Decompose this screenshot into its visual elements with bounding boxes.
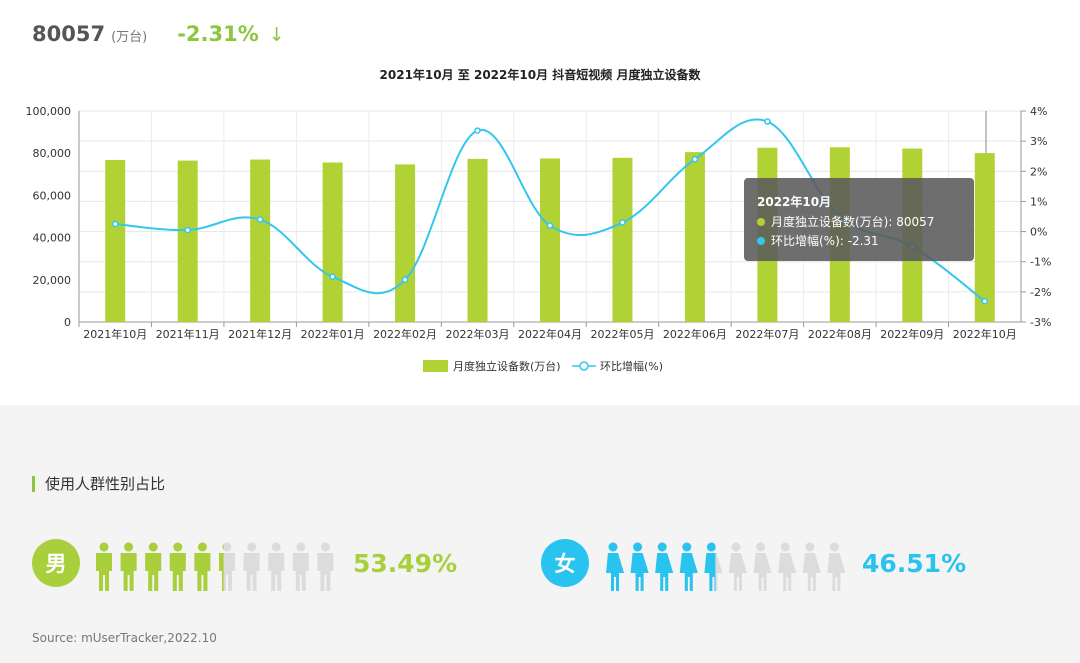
female-figures	[606, 542, 846, 591]
growth-point-2022年04月	[546, 222, 554, 229]
headline-unit: (万台)	[111, 30, 148, 45]
legend-line-marker	[579, 361, 589, 371]
growth-point-2022年06月	[691, 155, 699, 163]
tooltip-devices-text: 月度独立设备数(万台): 80057	[771, 215, 935, 229]
chart-section: 80057 (万台) -2.31% ↓ 2021年10月 至 2022年10月 …	[25, 22, 1052, 373]
person-icon-gray	[292, 542, 309, 591]
bar-2022年03月	[467, 158, 488, 322]
y-left-tick-label: 20,000	[33, 274, 72, 287]
bar-2022年10月	[974, 153, 995, 322]
tooltip-title: 2022年10月	[757, 195, 832, 209]
bar-2022年04月	[540, 158, 560, 322]
chart-tooltip: 2022年10月 月度独立设备数(万台): 80057 环比增幅(%): -2.…	[744, 178, 974, 261]
person-icon-gray	[753, 542, 772, 591]
y-right-tick-label: 2%	[1030, 165, 1047, 178]
tooltip-line-marker	[757, 236, 765, 245]
male-percent: 53.49%	[353, 549, 458, 578]
growth-point-2021年10月	[111, 220, 119, 228]
y-right-tick-label: 0%	[1030, 226, 1047, 239]
gender-section-title: 使用人群性别占比	[32, 476, 165, 492]
y-left-tick-label: 0	[64, 316, 71, 329]
y-right-tick-label: -3%	[1030, 316, 1051, 329]
person-icon-filled	[194, 542, 211, 591]
y-right-tick-label: 3%	[1030, 135, 1047, 148]
person-icon-filled	[219, 544, 224, 591]
person-icon-filled	[169, 542, 186, 591]
x-tick-label: 2022年05月	[590, 327, 654, 341]
male-figures	[96, 542, 334, 591]
person-icon-gray	[317, 542, 334, 591]
x-tick-label: 2022年08月	[808, 327, 872, 341]
headline: 80057 (万台) -2.31% ↓	[32, 22, 285, 46]
y-right-tick-label: 4%	[1030, 105, 1047, 118]
bar-2022年02月	[395, 164, 416, 322]
person-icon-filled	[145, 542, 162, 591]
y-left-tick-label: 100,000	[26, 105, 72, 118]
person-icon-filled	[655, 542, 674, 591]
tooltip-row-growth: 环比增幅(%): -2.31	[757, 232, 879, 249]
x-tick-label: 2022年03月	[446, 327, 510, 341]
growth-point-2021年11月	[184, 226, 191, 234]
person-icon-gray	[729, 542, 747, 591]
growth-point-2022年01月	[329, 273, 336, 281]
y-left-tick-label: 80,000	[33, 147, 72, 160]
person-icon-filled	[96, 542, 112, 591]
down-arrow-icon: ↓	[268, 24, 285, 46]
x-tick-label: 2022年10月	[953, 327, 1017, 341]
x-tick-label: 2022年07月	[735, 327, 799, 341]
y-right-tick-label: -2%	[1030, 286, 1051, 299]
bar-2022年05月	[612, 157, 633, 322]
x-tick-label: 2022年04月	[518, 327, 582, 341]
growth-point-2022年05月	[619, 219, 626, 226]
x-tick-label: 2021年11月	[156, 327, 220, 341]
headline-value: 80057	[32, 22, 106, 46]
tooltip-bar-marker	[757, 217, 765, 226]
person-icon-filled	[679, 542, 698, 591]
male-badge: 男	[32, 539, 80, 587]
person-icon-filled	[704, 542, 716, 591]
source-note: Source: mUserTracker,2022.10	[32, 631, 217, 645]
person-icon-filled	[630, 542, 649, 591]
bar-2022年06月	[684, 152, 705, 322]
headline-change: -2.31%	[177, 22, 259, 46]
bar-2021年12月	[250, 159, 271, 322]
bar-2022年01月	[322, 162, 343, 322]
growth-point-2022年02月	[401, 276, 409, 284]
legend-bar-swatch	[423, 360, 448, 372]
growth-point-2022年10月	[981, 297, 989, 305]
y-right-tick-label: 1%	[1030, 195, 1047, 208]
x-tick-label: 2022年01月	[301, 327, 365, 341]
legend-line-label: 环比增幅(%)	[600, 359, 663, 373]
tooltip-row-devices: 月度独立设备数(万台): 80057	[757, 213, 934, 230]
person-icon-filled	[120, 542, 137, 591]
y-right-tick-label: -1%	[1030, 256, 1051, 269]
gender-section: 使用人群性别占比 男 53.49% 女 46.51% Source: mUser…	[0, 405, 1080, 663]
bar-2021年11月	[177, 160, 198, 322]
x-tick-label: 2021年10月	[83, 327, 147, 341]
x-tick-label: 2022年06月	[663, 327, 727, 341]
growth-point-2022年03月	[474, 127, 481, 134]
x-tick-label: 2022年09月	[880, 327, 944, 341]
person-icon-gray	[243, 542, 260, 591]
growth-point-2022年07月	[764, 118, 771, 125]
person-icon-gray	[268, 542, 285, 591]
bar-2021年10月	[105, 159, 126, 322]
chart-title: 2021年10月 至 2022年10月 抖音短视频 月度独立设备数	[379, 68, 701, 82]
y-left-tick-label: 40,000	[33, 232, 72, 245]
person-icon-filled	[606, 542, 624, 591]
female-percent: 46.51%	[862, 549, 967, 578]
x-tick-label: 2021年12月	[228, 327, 292, 341]
person-icon-gray	[778, 542, 797, 591]
x-tick-label: 2022年02月	[373, 327, 437, 341]
person-icon-gray	[802, 542, 821, 591]
female-badge: 女	[541, 539, 589, 587]
legend-bar-label: 月度独立设备数(万台)	[453, 359, 561, 373]
tooltip-growth-text: 环比增幅(%): -2.31	[771, 234, 879, 248]
person-icon-gray	[827, 542, 846, 591]
combo-chart: 0 20,000 40,000 60,000 80,000 100,000 -3% -2% -1…	[26, 105, 1052, 373]
growth-point-2021年12月	[256, 216, 264, 223]
y-left-tick-label: 60,000	[33, 189, 72, 202]
